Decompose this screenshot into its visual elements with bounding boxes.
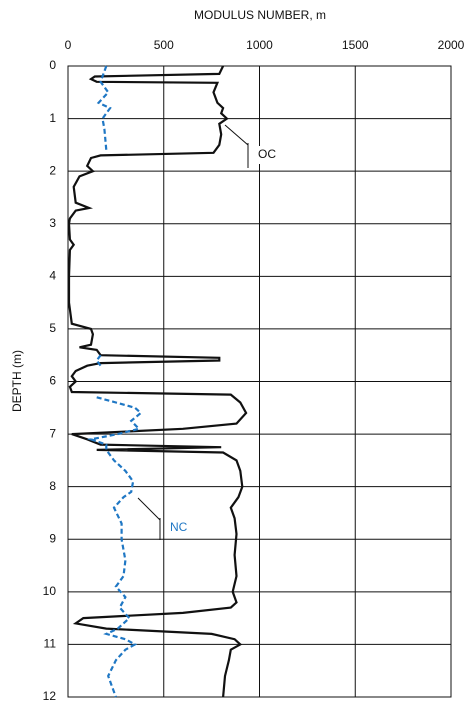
y-tick-label: 9 xyxy=(49,531,56,545)
annotation: OC xyxy=(258,147,276,161)
x-tick-label: 0 xyxy=(65,38,72,52)
x-tick-label: 500 xyxy=(154,38,174,52)
x-axis-title: MODULUS NUMBER, m xyxy=(194,8,326,22)
callout-bg xyxy=(167,519,193,537)
y-tick-label: 5 xyxy=(49,321,56,335)
callout-leader xyxy=(137,497,161,521)
y-tick-label: 8 xyxy=(49,479,56,493)
y-tick-label: 1 xyxy=(49,111,56,125)
y-tick-label: 11 xyxy=(44,637,57,651)
y-tick-label: 12 xyxy=(43,689,57,703)
y-tick-label: 6 xyxy=(49,374,56,388)
y-tick-label: 7 xyxy=(49,426,56,440)
callout-bg xyxy=(255,146,281,164)
y-tick-label: 10 xyxy=(43,584,57,598)
profile-line xyxy=(67,65,248,698)
y-tick-label: 3 xyxy=(49,216,56,230)
y-tick-label: 2 xyxy=(49,163,56,177)
y-tick-label: 4 xyxy=(49,269,56,283)
x-tick-label: 1500 xyxy=(342,38,369,52)
x-tick-label: 2000 xyxy=(438,38,465,52)
annotation: NC xyxy=(170,520,188,534)
plot-frame xyxy=(67,65,452,698)
callout-leader xyxy=(224,124,249,146)
x-tick-label: 1000 xyxy=(246,38,273,52)
y-axis-title: DEPTH (m) xyxy=(10,350,24,412)
y-tick-label: 0 xyxy=(49,58,56,72)
profile-line xyxy=(86,65,143,698)
